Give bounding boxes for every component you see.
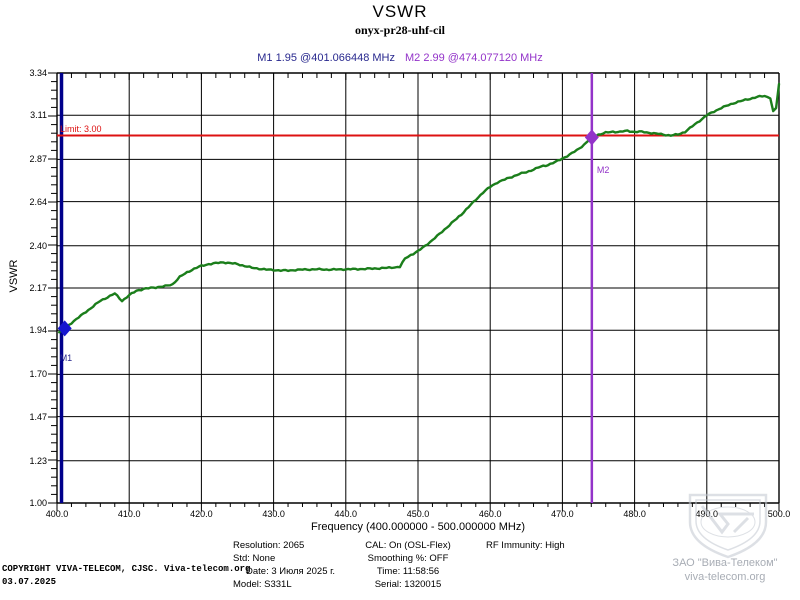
y-tick-label: 2.17: [29, 283, 47, 293]
viva-telecom-shield-logo-icon: [688, 493, 768, 559]
y-tick-label: 1.23: [29, 455, 47, 466]
marker-m2-label: M2: [596, 165, 610, 176]
company-name: ЗАО "Вива-Телеком": [672, 557, 778, 569]
y-tick-label: 3.34: [29, 68, 47, 78]
info-date: Date: 3 Июля 2025 г.: [246, 566, 336, 577]
info-serial: Serial: 1320015: [374, 579, 442, 590]
x-tick-label: 470.0: [551, 509, 574, 519]
trace-name-label: onyx-pr28-uhf-cil: [355, 23, 445, 37]
x-tick-label: 430.0: [262, 509, 285, 519]
info-cal: CAL: On (OSL-Flex): [365, 540, 451, 551]
x-tick-label: 460.0: [478, 509, 502, 519]
y-tick-label: 3.11: [30, 110, 47, 121]
x-tick-label: 420.0: [190, 509, 213, 519]
y-tick-label: 2.64: [29, 196, 47, 207]
x-axis-title: Frequency (400.000000 - 500.000000 MHz): [310, 521, 526, 533]
x-tick-label: 500.0: [767, 509, 791, 519]
y-tick-label: 2.87: [29, 154, 47, 165]
x-tick-label: 400.0: [45, 509, 69, 519]
info-model: Model: S331L: [233, 579, 292, 590]
y-tick-label: 1.00: [29, 498, 47, 508]
vswr-chart-plot: [48, 72, 781, 511]
marker-m2-diamond[interactable]: [584, 129, 599, 146]
copyright-line1: COPYRIGHT VIVA-TELECOM, CJSC. Viva-telec…: [2, 564, 251, 574]
info-rf-immunity: RF Immunity: High: [486, 540, 565, 551]
y-tick-label: 1.94: [29, 325, 47, 336]
x-tick-label: 480.0: [623, 509, 646, 519]
y-tick-label: 1.70: [29, 369, 47, 380]
info-time: Time: 11:58:56: [376, 566, 440, 577]
marker-m1-readout: M1 1.95 @401.066448 MHz: [257, 52, 395, 64]
marker-m2-readout: M2 2.99 @474.077120 MHz: [405, 52, 543, 64]
info-smoothing: Smoothing %: OFF: [367, 553, 449, 564]
y-tick-label: 2.40: [29, 240, 47, 251]
x-tick-label: 450.0: [406, 509, 430, 519]
limit-line-label: Limit: 3.00: [60, 124, 102, 135]
page-title: VSWR: [372, 2, 428, 21]
y-tick-label: 1.47: [29, 411, 47, 422]
info-resolution: Resolution: 2065: [233, 540, 305, 551]
branding-block: ЗАО "Вива-Телеком" viva-telecom.org: [650, 556, 800, 584]
copyright-notice: COPYRIGHT VIVA-TELECOM, CJSC. Viva-telec…: [2, 563, 250, 589]
copyright-line2: 03.07.2025: [2, 577, 57, 587]
marker-m1-diamond[interactable]: [57, 320, 72, 337]
x-tick-label: 440.0: [334, 509, 358, 519]
company-website: viva-telecom.org: [684, 571, 766, 583]
y-axis-title: VSWR: [8, 259, 20, 293]
marker-readout: M1 1.95 @401.066448 MHz M2 2.99 @474.0771…: [0, 52, 800, 64]
x-tick-label: 410.0: [117, 509, 141, 519]
info-std: Std: None: [233, 553, 276, 564]
marker-m1-label: M1: [59, 353, 73, 364]
